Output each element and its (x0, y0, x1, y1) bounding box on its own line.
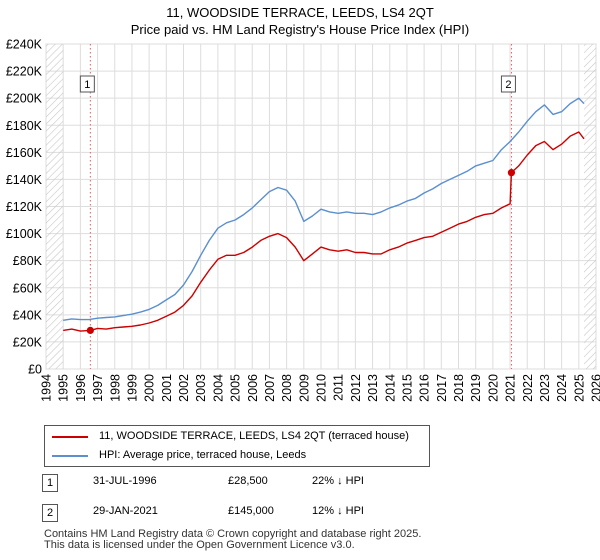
transaction-date: 29-JAN-2021 (93, 505, 158, 517)
chart-title: 11, WOODSIDE TERRACE, LEEDS, LS4 2QT (166, 5, 434, 20)
x-tick-label: 2008 (280, 374, 294, 402)
x-tick-label: 1996 (74, 374, 88, 402)
transaction-row: 1 31-JUL-1996 £28,500 22% ↓ HPI (0, 474, 600, 494)
y-tick-label: £40K (13, 308, 43, 322)
y-tick-label: £100K (6, 227, 43, 241)
annotation-label-1: 1 (84, 79, 90, 91)
x-tick-label: 2014 (383, 374, 397, 402)
transaction-price: £145,000 (228, 505, 274, 517)
footer: Contains HM Land Registry data © Crown c… (44, 529, 421, 551)
footer-licence: This data is licensed under the Open Gov… (44, 539, 355, 551)
y-tick-label: £0 (28, 363, 42, 377)
annotation-box-2 (500, 75, 516, 93)
annotation-label-2: 2 (505, 79, 511, 91)
x-tick-label: 2010 (315, 374, 329, 402)
x-tick-label: 2023 (538, 374, 552, 402)
x-tick-label: 2011 (332, 374, 346, 401)
transaction-number-badge: 2 (42, 504, 58, 522)
x-tick-label: 2025 (572, 374, 586, 402)
transaction-date: 31-JUL-1996 (93, 475, 157, 487)
x-tick-label: 2013 (366, 374, 380, 402)
y-tick-label: £160K (6, 146, 43, 160)
sale-point (507, 169, 516, 177)
legend-swatch-property (52, 436, 88, 438)
x-tick-label: 2006 (246, 374, 260, 402)
y-tick-label: £60K (13, 281, 43, 295)
x-tick-label: 2017 (435, 374, 449, 402)
annotation-box-1 (79, 75, 95, 93)
x-tick-label: 2016 (418, 374, 432, 402)
sale-point (86, 326, 94, 335)
x-tick-label: 2021 (504, 374, 518, 402)
transaction-row: 2 29-JAN-2021 £145,000 12% ↓ HPI (0, 504, 600, 524)
x-tick-label: 2001 (160, 374, 174, 402)
x-tick-label: 2007 (263, 374, 277, 402)
transaction-hpi-diff: 22% ↓ HPI (312, 475, 364, 487)
y-tick-label: £120K (6, 200, 43, 214)
x-tick-label: 2024 (555, 374, 569, 402)
y-tick-label: £180K (6, 119, 43, 133)
x-tick-label: 2018 (452, 374, 466, 402)
legend: 11, WOODSIDE TERRACE, LEEDS, LS4 2QT (te… (44, 425, 430, 467)
x-tick-label: 2022 (521, 374, 535, 402)
x-tick-label: 2019 (469, 374, 483, 402)
footer-copyright: Contains HM Land Registry data © Crown c… (44, 528, 422, 540)
price-chart: 11, WOODSIDE TERRACE, LEEDS, LS4 2QT Pri… (6, 5, 600, 402)
legend-label-hpi: HPI: Average price, terraced house, Leed… (99, 449, 307, 461)
x-tick-label: 2009 (297, 374, 311, 402)
legend-swatch-hpi (52, 455, 88, 457)
x-tick-label: 1999 (125, 374, 139, 402)
y-tick-label: £140K (6, 173, 43, 187)
y-tick-label: £220K (6, 65, 43, 79)
transaction-number-badge: 1 (42, 474, 58, 492)
x-tick-label: 1997 (91, 374, 105, 402)
x-tick-label: 2000 (143, 374, 157, 402)
series-line-hpi (63, 97, 585, 321)
x-tick-label: 2003 (194, 374, 208, 402)
x-tick-label: 1994 (40, 374, 54, 402)
x-tick-label: 2012 (349, 374, 363, 402)
x-tick-label: 2026 (590, 374, 600, 402)
y-tick-label: £80K (13, 254, 43, 268)
x-tick-label: 2020 (486, 374, 500, 402)
transaction-price: £28,500 (228, 475, 268, 487)
x-tick-label: 2015 (400, 374, 414, 402)
y-tick-label: £20K (13, 335, 43, 349)
y-tick-label: £200K (6, 92, 43, 106)
x-tick-label: 1995 (57, 374, 71, 402)
series-line-property (63, 131, 585, 332)
x-tick-label: 2004 (211, 374, 225, 402)
hatch-region-end (583, 44, 596, 369)
legend-label-property: 11, WOODSIDE TERRACE, LEEDS, LS4 2QT (te… (99, 430, 409, 442)
x-tick-label: 2005 (229, 374, 243, 402)
x-tick-label: 1998 (108, 374, 122, 402)
transaction-hpi-diff: 12% ↓ HPI (312, 505, 364, 517)
y-tick-label: £240K (6, 38, 43, 52)
chart-subtitle: Price paid vs. HM Land Registry's House … (131, 22, 469, 37)
x-tick-label: 2002 (177, 374, 191, 402)
hatch-region-start (46, 44, 64, 369)
